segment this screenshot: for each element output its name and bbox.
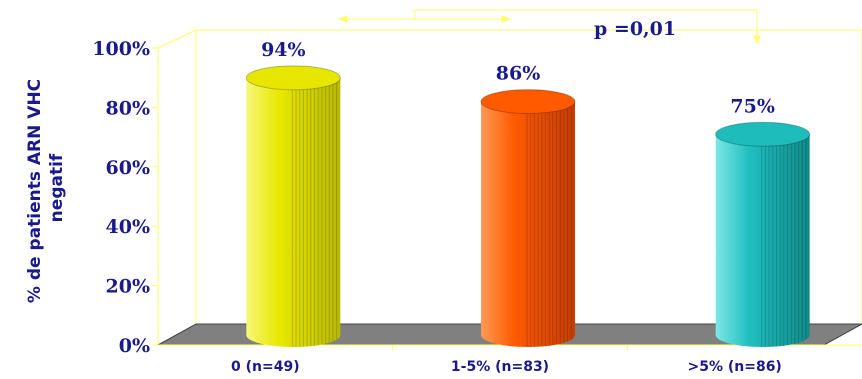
bar-top-cap bbox=[480, 89, 576, 115]
left-wall-top-edge bbox=[157, 29, 197, 49]
bar-top-cap bbox=[715, 121, 811, 147]
x-tick-label: 1-5% (n=83) bbox=[451, 359, 549, 375]
bar-0 bbox=[245, 65, 341, 347]
bracket-arrow-down bbox=[753, 35, 761, 45]
bracket-arrow-left bbox=[337, 15, 348, 23]
y-tick-label: 80% bbox=[106, 97, 151, 119]
data-labels: 94% 86% 75% bbox=[261, 39, 775, 117]
bracket-long-line bbox=[414, 9, 758, 38]
bar-body bbox=[246, 77, 341, 347]
data-label: 86% bbox=[496, 63, 541, 85]
bar-facets bbox=[291, 77, 338, 347]
y-tick-label: 40% bbox=[106, 216, 151, 238]
bar-facets bbox=[526, 101, 572, 347]
y-axis-label-line-2: negatif bbox=[47, 153, 67, 222]
y-axis-label: % de patients ARN VHC negatif bbox=[25, 73, 67, 303]
y-tick-label: 0% bbox=[119, 335, 150, 357]
x-axis-ticks: 0 (n=49) 1-5% (n=83) >5% (n=86) bbox=[231, 345, 782, 375]
significance-bracket bbox=[337, 9, 761, 45]
bracket-arrow-right bbox=[501, 15, 512, 23]
data-label: 94% bbox=[261, 39, 306, 61]
y-axis-label-line-1: % de patients ARN VHC bbox=[25, 79, 45, 303]
bar-1 bbox=[480, 89, 576, 347]
y-tick-label: 60% bbox=[106, 157, 151, 179]
bar-body bbox=[715, 134, 810, 347]
bar-facets bbox=[761, 134, 807, 347]
x-tick-label: >5% (n=86) bbox=[687, 359, 781, 375]
y-tick-label: 100% bbox=[92, 38, 150, 60]
x-tick-label: 0 (n=49) bbox=[231, 359, 300, 375]
bar-2 bbox=[715, 121, 811, 347]
data-label: 75% bbox=[730, 95, 775, 117]
back-wall bbox=[195, 29, 862, 325]
y-tick-label: 20% bbox=[106, 276, 151, 298]
bar-body bbox=[481, 101, 575, 347]
p-value-annotation: p =0,01 bbox=[594, 18, 676, 40]
bar-top-cap bbox=[245, 65, 341, 91]
y-axis-ticks: 0% 20% 40% 60% 80% 100% bbox=[92, 38, 158, 357]
bars bbox=[245, 65, 811, 347]
